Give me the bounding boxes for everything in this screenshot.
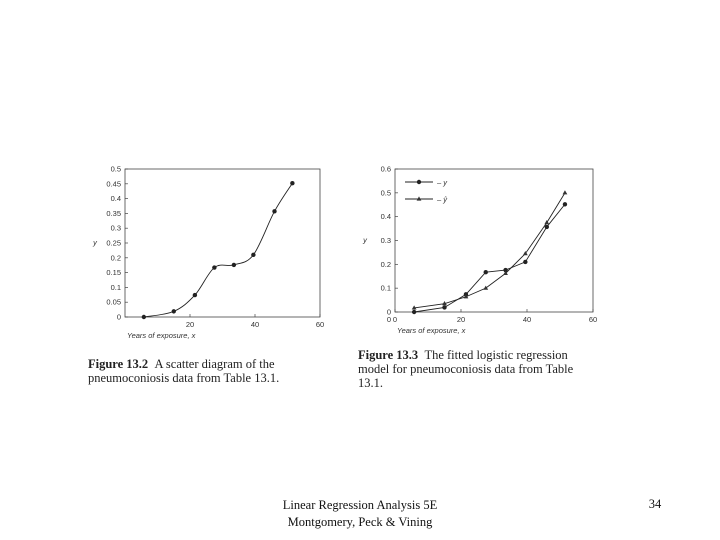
figure-13-3: 0 0.1 0.2 0.3 0.4 0.5 0.6 0 20 40 60 0 Years of expo… xyxy=(350,160,610,350)
chart0-series-0-point xyxy=(290,181,295,186)
figure-13-3-label: Figure 13.3 xyxy=(358,348,419,362)
chart0-plot-frame xyxy=(124,168,321,318)
chart1-x-tick-label: 20 xyxy=(457,315,465,324)
chart1-y-tick-label: 0.2 xyxy=(381,260,391,269)
chart1-series-0-point xyxy=(544,224,549,230)
chart1-series-1-line xyxy=(414,192,566,309)
chart1-series-1-point xyxy=(483,285,489,290)
chart0-y-tick-label: 0.3 xyxy=(111,224,121,233)
chart0-x-tick-label: 20 xyxy=(186,320,194,329)
figure-13-3-caption-line3: 13.1. xyxy=(358,376,383,390)
chart1-series-1-point xyxy=(503,270,508,275)
chart0-y-tick-label: 0.25 xyxy=(106,239,121,248)
chart1-legend-label: – ŷ xyxy=(436,195,448,204)
footer-authors: Montgomery, Peck & Vining xyxy=(287,515,433,529)
chart0-y-tick-label: 0.45 xyxy=(106,179,121,188)
figure-13-2-caption-line1: A scatter diagram of the xyxy=(154,357,275,371)
figure-13-2-caption-line2: pneumoconiosis data from Table 13.1. xyxy=(88,371,280,385)
chart1-y-tick-label: 0.5 xyxy=(381,188,391,197)
chart1-series-0-point xyxy=(523,259,528,265)
chart0-y-tick-label: 0.4 xyxy=(111,194,121,203)
chart1-legend-marker xyxy=(416,179,422,185)
chart1-series-1-point xyxy=(463,294,469,299)
chart0-series-0-point xyxy=(171,309,176,314)
figure-13-3-caption: Figure 13.3 The fitted logistic regressi… xyxy=(358,348,603,390)
chart0-y-tick-label: 0.05 xyxy=(106,298,121,307)
figure-13-2: 0 0.05 0.1 0.15 0.2 0.25 0.3 0.35 0.4 0.45 0.5 20 40… xyxy=(80,160,340,350)
figure-13-2-caption: Figure 13.2 A scatter diagram of the pne… xyxy=(88,357,333,385)
footer-book-title: Linear Regression Analysis 5E xyxy=(282,498,438,512)
chart-13-2: 0 0.05 0.1 0.15 0.2 0.25 0.3 0.35 0.4 0.45 0.5 20 40… xyxy=(92,165,324,341)
page-number: 34 xyxy=(648,497,662,511)
chart0-y-axis-label: y xyxy=(92,238,98,247)
chart0-series-0-point xyxy=(141,314,147,320)
chart0-y-tick-label: 0.35 xyxy=(106,209,121,218)
figure-13-2-label: Figure 13.2 xyxy=(88,357,149,371)
chart0-series-0-point xyxy=(212,265,217,270)
chart1-series-1-point xyxy=(544,220,550,225)
chart1-series-1-point xyxy=(442,301,447,306)
chart1-y-tick-label: 0 xyxy=(387,308,391,317)
chart1-series-0-point xyxy=(411,309,417,315)
chart0-series-0-point xyxy=(231,262,237,268)
chart1-series-0-point xyxy=(442,305,447,310)
chart0-y-tick-label: 0.1 xyxy=(111,283,121,292)
chart1-x-axis-label: Years of exposure, x xyxy=(397,326,466,335)
chart0-x-tick-label: 40 xyxy=(251,320,259,329)
chart0-y-tick-label: 0.15 xyxy=(106,268,121,277)
chart1-x-tick-label: 60 xyxy=(589,315,597,324)
chart0-x-tick-label: 60 xyxy=(316,320,324,329)
figure-13-3-caption-line2: model for pneumoconiosis data from Table xyxy=(358,362,574,376)
chart1-series-0-point xyxy=(562,202,568,207)
chart1-series-0-line xyxy=(414,203,566,313)
chart0-y-tick-label: 0 xyxy=(117,313,121,322)
chart1-y-tick-label: 0.3 xyxy=(381,236,391,245)
chart1-x-tick-label: 0 xyxy=(393,315,397,324)
chart1-series-0-point xyxy=(483,269,488,275)
chart0-y-tick-label: 0.5 xyxy=(111,165,121,174)
chart1-y-tick-label: 0.4 xyxy=(381,212,391,221)
chart0-series-0-point xyxy=(251,252,256,258)
slide-footer: Linear Regression Analysis 5E Montgomery… xyxy=(230,497,490,531)
chart1-series-0-point xyxy=(503,267,508,273)
chart1-legend-label: – y xyxy=(436,178,448,187)
chart1-x-origin-label: 0 xyxy=(387,315,391,324)
chart1-x-tick-label: 40 xyxy=(523,315,531,324)
chart0-y-tick-label: 0.2 xyxy=(111,253,121,262)
chart1-legend-marker xyxy=(416,196,422,201)
chart0-series-0-line xyxy=(143,182,293,318)
chart0-series-0-point xyxy=(272,209,277,214)
chart1-y-tick-label: 0.6 xyxy=(381,165,391,174)
chart1-series-1-point xyxy=(522,251,528,256)
chart1-plot-frame xyxy=(394,168,594,313)
chart0-series-0-point xyxy=(192,292,198,298)
chart0-x-axis-label: Years of exposure, x xyxy=(127,331,196,340)
chart1-y-axis-label: y xyxy=(362,236,368,245)
figure-13-3-caption-line1: The fitted logistic regression xyxy=(424,348,568,362)
chart1-y-tick-label: 0.1 xyxy=(381,284,391,293)
chart1-series-1-point xyxy=(562,190,568,195)
chart1-series-1-point xyxy=(411,305,417,310)
